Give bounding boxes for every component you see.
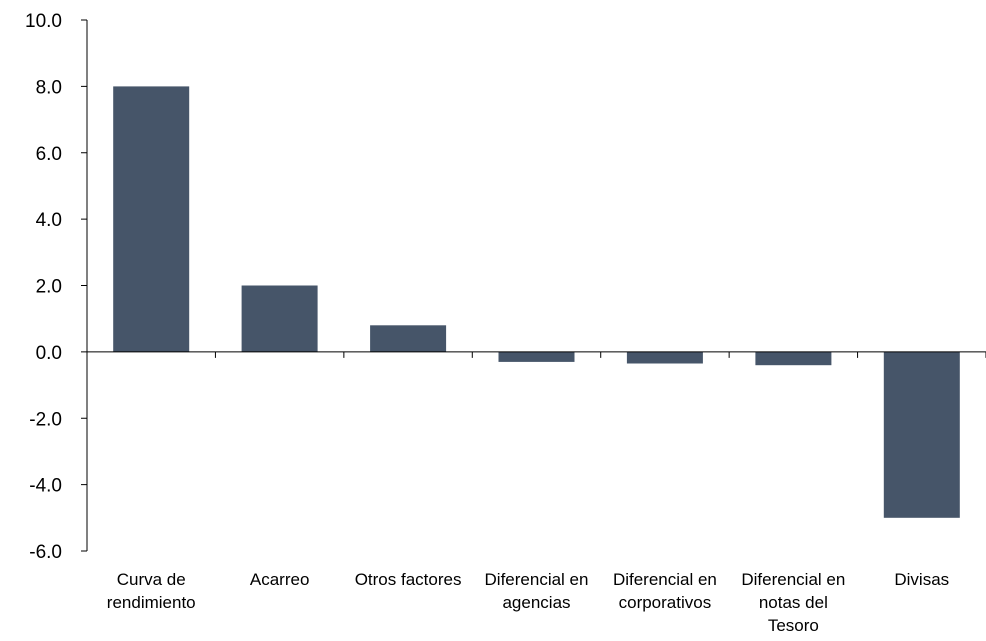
- y-tick-label: 8.0: [36, 77, 62, 98]
- y-tick-label: 10.0: [25, 11, 62, 32]
- bar: [241, 285, 318, 352]
- y-axis-ticks: 10.0 8.0 6.0 4.0 2.0 0.0 -2.0 -4.0 -6.0: [25, 11, 87, 563]
- x-tick-label-line: Curva de: [117, 570, 186, 589]
- x-tick-label-line: Diferencial en: [613, 570, 717, 589]
- y-tick-label: 4.0: [36, 210, 62, 231]
- x-tick-label-line: Otros factores: [355, 570, 462, 589]
- y-tick-label: 0.0: [36, 343, 62, 364]
- bar: [626, 351, 703, 364]
- x-tick-label: Diferencial en notas del Tesoro: [741, 570, 845, 635]
- x-tick-label-line: Divisas: [894, 570, 949, 589]
- x-tick-label-line: agencias: [502, 593, 570, 612]
- x-tick-label: Acarreo: [250, 570, 310, 589]
- x-tick-label-line: Diferencial en: [741, 570, 845, 589]
- y-tick-label: -4.0: [29, 476, 62, 497]
- x-axis: [86, 351, 986, 358]
- x-tick-label: Divisas: [894, 570, 949, 589]
- bar: [370, 325, 447, 352]
- x-tick-label: Curva de rendimiento: [107, 570, 196, 612]
- x-axis-labels: Curva de rendimiento Acarreo Otros factores…: [107, 570, 949, 635]
- x-tick-label-line: rendimiento: [107, 593, 196, 612]
- x-tick-label-line: corporativos: [619, 593, 712, 612]
- y-tick-label: -2.0: [29, 409, 62, 430]
- bar: [113, 86, 190, 352]
- x-tick-label: Diferencial en corporativos: [613, 570, 717, 612]
- x-tick-label-line: Tesoro: [768, 616, 819, 635]
- x-tick-label-line: notas del: [759, 593, 828, 612]
- bar: [755, 351, 832, 366]
- y-tick-label: 6.0: [36, 144, 62, 165]
- x-tick-label-line: Acarreo: [250, 570, 310, 589]
- bar: [498, 351, 575, 362]
- y-tick-label: 2.0: [36, 277, 62, 298]
- bar: [883, 351, 960, 518]
- x-tick-label: Otros factores: [355, 570, 462, 589]
- x-tick-label: Diferencial en agencias: [485, 570, 589, 612]
- x-tick-label-line: Diferencial en: [485, 570, 589, 589]
- y-tick-label: -6.0: [29, 542, 62, 563]
- bars: [113, 86, 960, 518]
